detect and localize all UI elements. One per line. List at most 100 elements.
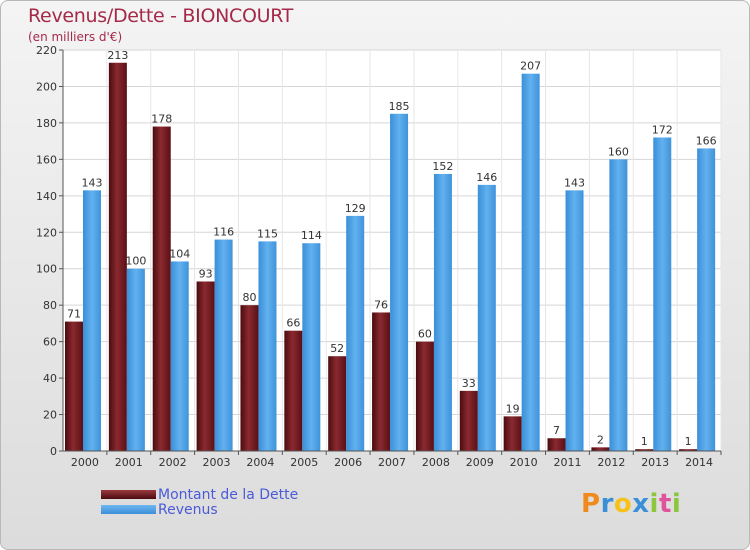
bar-revenue [302,243,321,451]
bar-debt [108,62,127,451]
data-label-debt: 52 [330,342,344,355]
bar-revenue [565,190,584,451]
x-tick-label: 2005 [290,456,318,469]
data-label-revenue: 152 [432,160,453,173]
y-tick-label: 140 [36,190,57,203]
bar-revenue [390,113,409,451]
data-label-revenue: 116 [213,226,234,239]
data-label-revenue: 143 [82,176,103,189]
bar-debt [240,305,259,451]
x-tick-label: 2009 [466,456,494,469]
legend-item-revenue: Revenus [101,501,298,518]
data-label-debt: 60 [418,328,432,341]
logo-letter: P [581,489,601,519]
data-label-revenue: 166 [696,134,717,147]
data-label-revenue: 104 [169,247,190,260]
y-tick-label: 180 [36,117,57,130]
data-label-debt: 213 [107,49,128,62]
y-tick-label: 200 [36,80,57,93]
legend-item-debt: Montant de la Dette [101,486,299,503]
logo-letter: i [671,489,682,519]
data-label-debt: 33 [462,377,476,390]
y-tick-label: 20 [43,409,57,422]
legend: Montant de la Dette Revenus [101,486,299,518]
data-label-revenue: 100 [125,255,146,268]
x-tick-label: 2001 [115,456,143,469]
data-label-debt: 2 [597,433,604,446]
y-tick-label: 60 [43,336,57,349]
data-label-debt: 1 [641,435,648,448]
x-tick-label: 2002 [159,456,187,469]
data-label-debt: 7 [553,424,560,437]
chart-title: Revenus/Dette - BIONCOURT [28,5,294,27]
x-tick-label: 2000 [71,456,99,469]
x-tick-label: 2011 [553,456,581,469]
bar-revenue [697,148,716,451]
data-label-debt: 80 [242,291,256,304]
y-tick-label: 120 [36,226,57,239]
logo-letter: x [632,489,650,519]
x-tick-label: 2003 [203,456,231,469]
legend-swatch-revenue [101,505,156,514]
bar-debt [415,341,434,451]
data-label-revenue: 115 [257,227,278,240]
logo-letter: o [613,489,633,519]
bar-debt [65,321,83,451]
bar-debt [284,330,303,451]
y-tick-label: 0 [50,445,57,458]
proxiti-logo: Proxiti [581,489,681,519]
y-tick-label: 80 [43,299,57,312]
data-label-revenue: 207 [520,60,541,73]
bar-revenue [346,215,365,451]
x-tick-label: 2010 [510,456,538,469]
bar-debt [547,438,566,451]
bar-debt [196,281,215,451]
bar-debt [591,447,610,451]
x-tick-label: 2004 [246,456,274,469]
legend-label-revenue: Revenus [158,501,218,518]
bar-revenue [170,261,189,451]
bar-revenue [258,241,277,451]
data-label-debt: 71 [67,308,81,321]
bar-debt [152,126,171,452]
x-tick-label: 2007 [378,456,406,469]
data-label-debt: 93 [199,267,213,280]
data-label-debt: 76 [374,298,388,311]
legend-label-debt: Montant de la Dette [158,486,299,503]
y-tick-label: 40 [43,372,57,385]
bar-revenue [214,239,233,451]
logo-letter: r [600,489,614,519]
data-label-revenue: 185 [389,100,410,113]
bar-revenue [433,173,452,452]
bar-debt [328,356,347,451]
bar-debt [679,449,698,451]
bar-revenue [126,268,145,451]
data-label-revenue: 143 [564,176,585,189]
data-label-revenue: 146 [476,171,497,184]
x-tick-label: 2012 [597,456,625,469]
y-tick-label: 160 [36,153,57,166]
y-tick-label: 220 [36,44,57,57]
bar-revenue [653,137,672,451]
data-label-debt: 66 [286,317,300,330]
x-tick-label: 2013 [641,456,669,469]
bar-debt [635,449,654,451]
data-label-revenue: 172 [652,123,673,136]
legend-swatch-debt [101,490,156,499]
data-label-debt: 178 [151,113,172,126]
bar-debt [503,416,522,451]
data-label-debt: 1 [685,435,692,448]
logo-letter: t [658,489,672,519]
bar-revenue [477,184,496,451]
bar-revenue [83,190,101,451]
x-tick-label: 2006 [334,456,362,469]
bar-debt [372,312,391,451]
logo-letter: i [649,489,659,519]
x-tick-label: 2014 [685,456,713,469]
y-tick-label: 100 [36,263,57,276]
data-label-revenue: 160 [608,145,629,158]
data-label-debt: 19 [506,402,520,415]
x-tick-label: 2008 [422,456,450,469]
